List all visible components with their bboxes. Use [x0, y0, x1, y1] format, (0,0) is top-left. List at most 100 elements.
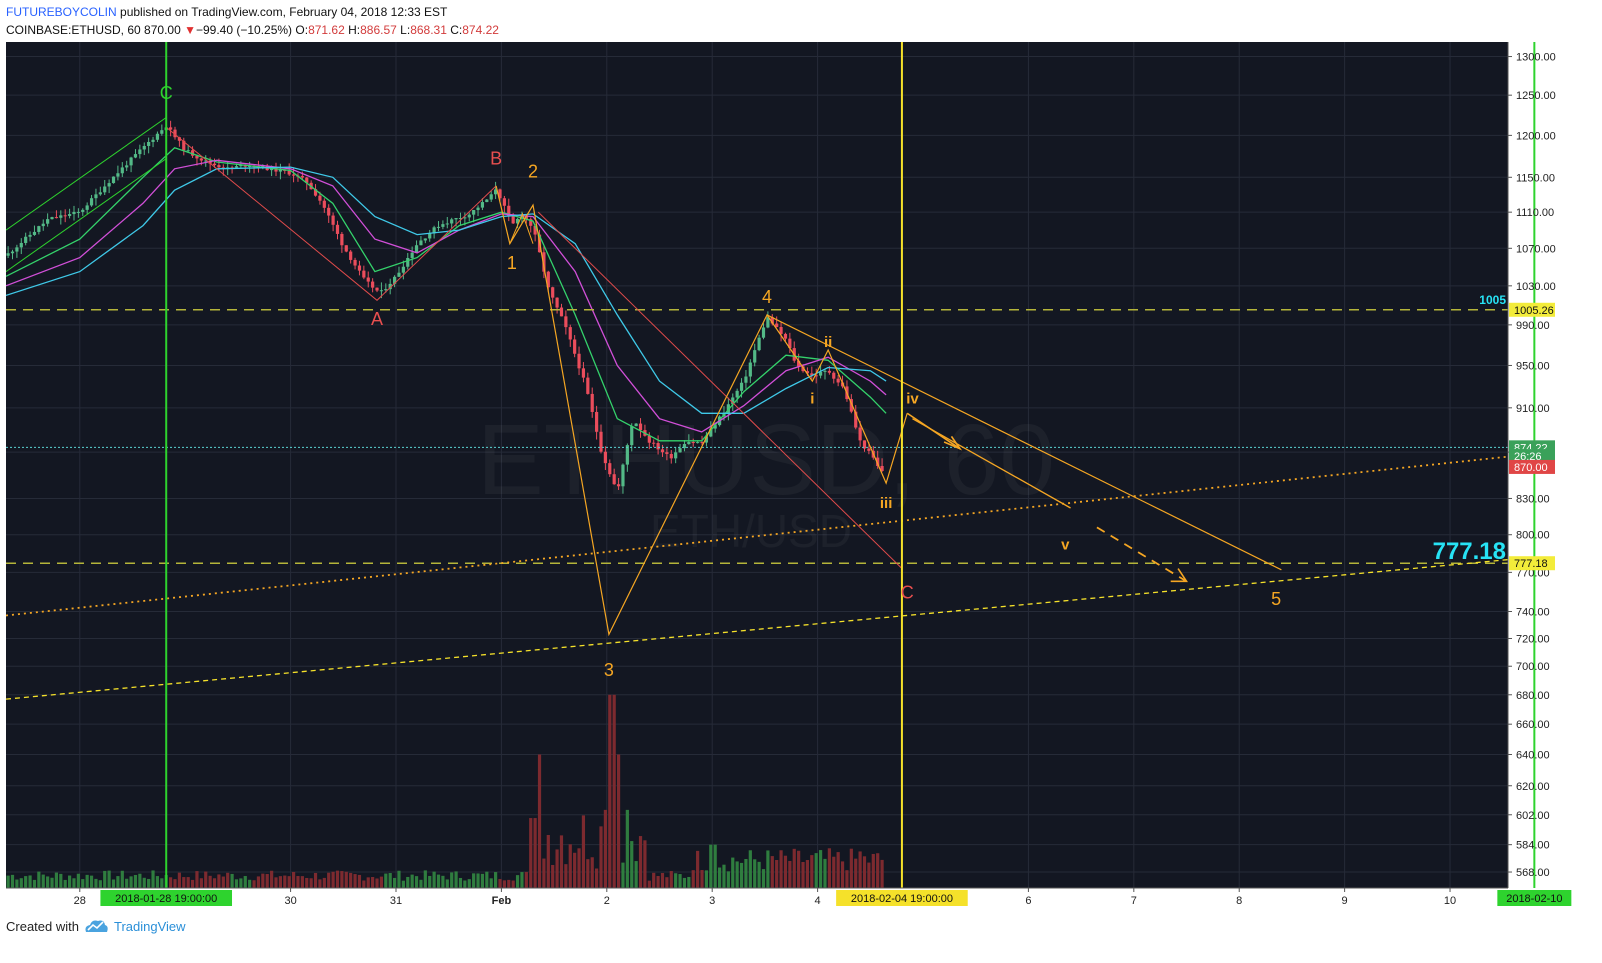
volume-bar — [801, 861, 805, 888]
volume-bar — [384, 873, 388, 888]
candle-body — [489, 194, 493, 200]
candle-body — [340, 233, 344, 246]
candle-body — [300, 176, 304, 178]
close-value: 874.22 — [462, 23, 499, 37]
candle-body — [766, 317, 770, 328]
arrow-head-icon — [943, 435, 963, 451]
candle-body — [54, 217, 59, 219]
wave-1-detail — [509, 212, 534, 244]
candle-body — [46, 219, 50, 224]
volume-bar — [476, 873, 480, 888]
candle-body — [559, 307, 564, 317]
volume-bar — [208, 875, 212, 888]
candle-body — [155, 133, 160, 140]
candle-body — [436, 226, 441, 228]
time-marker-label: 2018-01-28 19:00:00 — [115, 893, 217, 905]
level-label-1005: 1005 — [1479, 293, 1506, 307]
author-link[interactable]: FUTUREBOYCOLIN — [6, 5, 117, 19]
published-text: published on TradingView.com, February 0… — [120, 5, 448, 19]
price-axis-label: 950.00 — [1516, 360, 1550, 372]
volume-bar — [568, 844, 572, 888]
volume-bar — [410, 874, 414, 888]
volume-bar — [406, 876, 410, 888]
volume-bar — [129, 876, 133, 888]
candle-body — [182, 140, 186, 151]
price-axis-label: 620.00 — [1516, 781, 1550, 793]
candle-body — [704, 436, 709, 443]
candle-body — [608, 463, 612, 475]
candle-body — [652, 442, 656, 444]
candle-body — [63, 215, 67, 217]
volume-bar — [388, 873, 392, 888]
tradingview-link[interactable]: TradingView — [114, 919, 186, 934]
candle-body — [59, 215, 63, 218]
volume-bar — [467, 879, 471, 888]
price-axis-label: 660.00 — [1516, 719, 1550, 731]
candle-body — [818, 371, 823, 376]
volume-bar — [647, 880, 651, 888]
price-axis-label: 1300.00 — [1516, 52, 1556, 64]
volume-bar — [362, 880, 366, 888]
candle-body — [493, 189, 498, 195]
candle-body — [41, 223, 45, 227]
candle-body — [682, 444, 687, 449]
volume-bar — [766, 850, 770, 888]
candle-body — [410, 252, 414, 258]
candle-body — [305, 177, 309, 183]
time-axis-label: 28 — [74, 895, 86, 907]
volume-bar — [757, 861, 761, 888]
volume-bar — [274, 877, 278, 888]
volume-bar — [366, 877, 370, 888]
volume-bar — [296, 876, 300, 888]
chart-header: FUTUREBOYCOLIN published on TradingView.… — [6, 2, 1596, 42]
volume-bar — [783, 855, 788, 888]
volume-bar — [678, 874, 682, 888]
time-axis-label: 30 — [284, 895, 296, 907]
candle-body — [419, 240, 423, 246]
channel-line-upper — [5, 117, 167, 231]
volume-bar — [498, 878, 502, 888]
volume-bar — [50, 877, 54, 888]
candle-body — [731, 397, 735, 405]
volume-bar — [419, 879, 423, 888]
candle-body — [384, 289, 388, 291]
candle-body — [810, 373, 814, 376]
volume-bar — [832, 856, 836, 888]
volume-bar — [371, 876, 375, 888]
candle-body — [322, 200, 326, 208]
volume-bar — [89, 875, 94, 888]
wave-label: 2 — [528, 161, 538, 181]
wave-label: 3 — [604, 660, 614, 680]
candle-body — [788, 338, 792, 349]
volume-bar — [546, 835, 550, 888]
candle-body — [524, 216, 528, 220]
price-axis-label: 700.00 — [1516, 661, 1550, 673]
candle-body — [37, 226, 41, 232]
candle-body — [397, 272, 401, 277]
candle-body — [739, 382, 744, 391]
candle-body — [700, 442, 704, 444]
chart-area[interactable]: ETHUSD, 60 ETH/USD 2018-01-28 19:00:00 2018… — [5, 42, 1596, 910]
candle-body — [854, 411, 858, 428]
candle-body — [577, 353, 581, 369]
volume-bar — [630, 841, 634, 888]
volume-bar — [186, 877, 190, 888]
volume-bar — [340, 871, 344, 888]
volume-bar — [849, 848, 853, 888]
volume-bar — [788, 860, 792, 888]
candle-body — [169, 127, 173, 130]
candle-body — [476, 207, 480, 211]
candle-body — [753, 350, 757, 363]
candle-body — [111, 176, 116, 184]
price-badge — [1509, 302, 1555, 317]
price-axis-label: 800.00 — [1516, 530, 1550, 542]
candle-body — [507, 205, 511, 217]
candle-body — [616, 484, 621, 487]
candle-body — [757, 337, 761, 351]
candle-body — [797, 360, 801, 367]
price-badge-label: 870.00 — [1514, 462, 1548, 474]
down-arrow-icon: ▼ — [184, 23, 196, 37]
volume-bar — [621, 862, 625, 888]
volume-bar — [221, 876, 225, 888]
